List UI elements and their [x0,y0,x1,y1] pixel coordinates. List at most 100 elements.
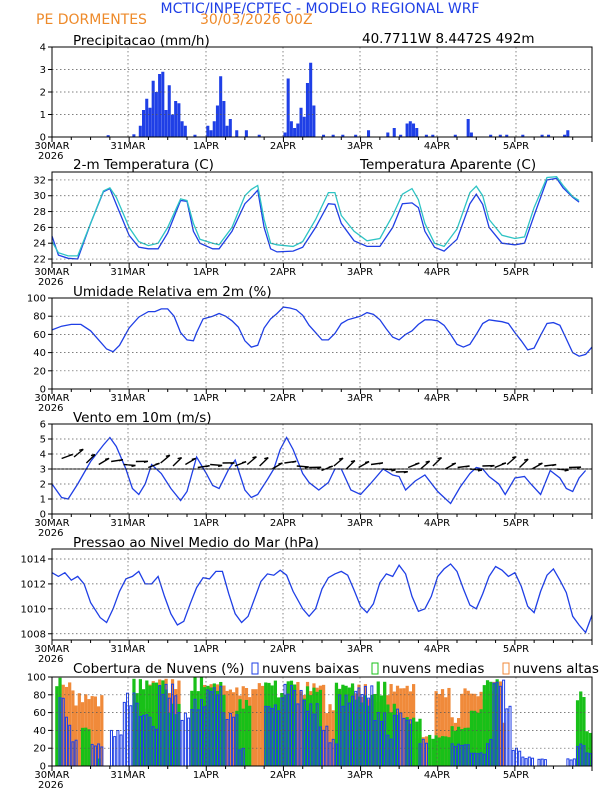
panel-wind: 0 1 2 3 4 5 6 30MAR 31MAR 1APR 2APR 3APR 4APR 5APR 202… [34,410,593,539]
precip-bar [547,134,551,137]
cloud-bar-altas [463,688,467,766]
cloud-bar-altas [68,682,72,766]
precip-bar [469,132,473,137]
cloud-bar-medias [495,679,499,766]
x-tick-label: 1APR [193,141,219,152]
cloud-bar-altas [502,722,506,766]
wind-arrow-head [292,460,297,463]
x-tick-label: 1APR [193,770,219,781]
cloud-bar-altas [325,713,329,766]
x-tick-label: 31MAR [110,141,145,152]
plot-area [52,172,592,263]
cloud-bar-medias [199,677,204,766]
y-tick-label: 80 [33,312,46,323]
wind-arrow [246,456,257,466]
panel-temp: 22 24 26 28 30 32 30MAR 31MAR 1APR 2APR 3APR 4APR 5A… [33,157,593,288]
cloud-bar-medias [428,734,432,766]
wind-arrow-head [131,464,136,468]
cloud-bar-medias [277,697,281,766]
cloud-bar-medias [437,737,441,766]
x-tick-label: 3APR [347,267,373,278]
wind-arrow [73,448,84,458]
precip-bar [283,132,287,137]
series-line-cyan [51,176,580,257]
cloud-bar-medias [492,683,496,766]
cloud-bar-medias [222,694,226,766]
y-tick-label: 1012 [21,579,46,590]
cloud-bar-medias [196,691,200,766]
panel-title: Precipitacao (mm/h) [73,33,210,49]
wind-arrow-head [364,460,370,464]
cloud-bar-medias [344,685,348,766]
wind-arrow-head [90,453,96,457]
wind-arrow [420,460,431,470]
legend-swatch [371,662,379,675]
y-tick-label: 60 [33,708,46,719]
precip-bar [215,105,219,137]
precip-bar [302,116,306,137]
x-tick-label: 30MAR [34,518,69,529]
cloud-bar-medias [347,687,351,766]
cloud-bar-medias [267,682,271,766]
x-tick-label: 31MAR [110,393,145,404]
x-tick-label: 30MAR [34,267,69,278]
cloud-bar-altas [421,737,425,766]
precip-bar [331,134,335,137]
precip-bar [219,76,223,137]
precip-bar [386,132,390,137]
y-tick-label: 2 [40,88,46,99]
cloud-bar-medias [341,684,345,766]
wind-arrow-head [79,448,84,452]
wind-arrow-head [68,453,74,457]
x-tick-label: 1APR [193,393,219,404]
wind-arrow-head [252,456,257,459]
cloud-bar-medias [212,683,216,766]
cloud-bar-medias [167,712,171,766]
x-tick-label: 4APR [424,518,450,529]
wind-arrow-head [304,466,309,469]
x-tick-label: 4APR [424,267,450,278]
precip-bar [161,71,165,137]
y-tick-label: 100 [27,673,46,684]
cloud-bar-medias [383,681,387,766]
cloud-bar-altas [260,685,265,766]
y-tick-label: 4 [40,450,46,461]
cloud-bar-altas [399,688,403,766]
x-tick-label: 31MAR [110,518,145,529]
precip-bar [399,134,403,137]
y-tick-label: 2 [40,480,46,491]
cloud-bar-medias [151,682,155,766]
precip-bar [505,134,509,137]
legend-apparent-temp: Temperatura Aparente (C) [359,157,536,173]
wind-arrow-head [230,462,235,465]
y-tick-label: 60 [33,330,46,341]
cloud-bar-medias [97,758,101,766]
wind-arrow-head [118,458,124,462]
cloud-bar-medias [415,721,419,766]
precip-bar [296,123,300,137]
cloud-bar-medias [58,677,62,766]
cloud-bar-medias [148,685,152,766]
y-tick-label: 4 [40,43,46,54]
wind-arrow-head [177,456,182,460]
precip-bar [257,134,261,137]
x-tick-label: 30MAR [34,644,69,655]
cloud-bar-altas [331,710,335,766]
cloud-bar-medias [270,685,274,766]
cloud-bar-medias [476,712,480,766]
wind-arrow-head [278,462,283,465]
header-location: PE DORMENTES [36,12,147,28]
wind-arrow-head [328,465,333,468]
x-tick-label: 30MAR [34,141,69,152]
cloud-bar-medias [215,690,220,766]
precip-bar [367,130,371,137]
cloud-bar-medias [244,699,249,766]
precip-bar [305,83,309,137]
cloud-bar-medias [190,690,194,766]
x-tick-label: 31MAR [110,644,145,655]
cloud-bar-altas [402,688,406,766]
precip-bar [563,134,567,137]
wind-arrow [519,458,529,469]
wind-arrow-head [350,459,356,463]
cloud-bar-medias [350,683,355,766]
